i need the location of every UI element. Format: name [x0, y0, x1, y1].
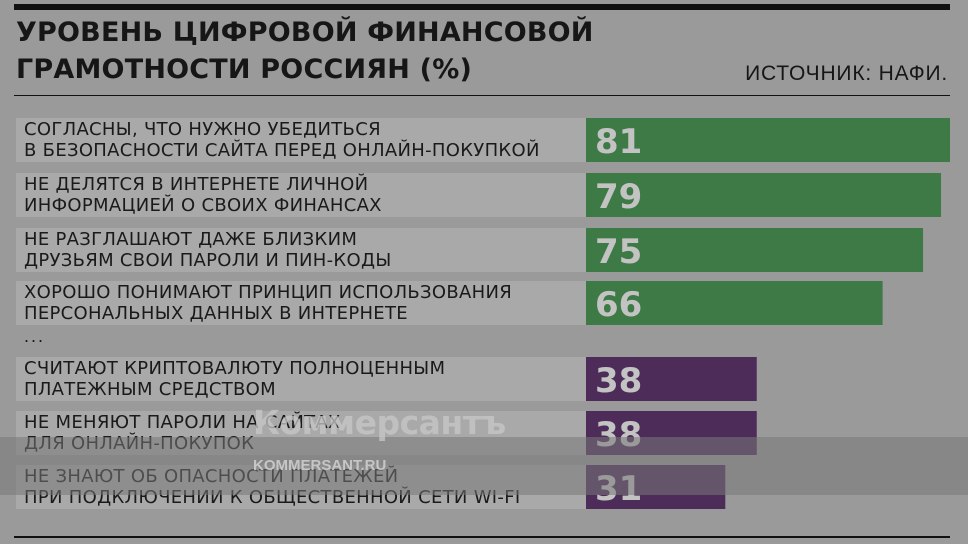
row-label-band: [16, 357, 586, 401]
omitted-rows-ellipsis: ...: [24, 326, 46, 346]
watermark-url: KOMMERSANT.RU: [253, 457, 387, 474]
watermark-band: [0, 437, 968, 495]
row-label-band: [16, 281, 586, 325]
data-label: 38: [595, 361, 642, 401]
data-label: 81: [595, 122, 642, 162]
watermark-logo: Коммерсантъ: [253, 403, 506, 442]
category-label: ИНФОРМАЦИЕЙ О СВОИХ ФИНАНСАХ: [24, 194, 382, 216]
bar: [586, 118, 950, 162]
data-label: 75: [595, 232, 642, 272]
top-rule: [14, 4, 950, 10]
data-label: 79: [595, 177, 642, 217]
bar: [586, 357, 757, 401]
category-label: СЧИТАЮТ КРИПТОВАЛЮТУ ПОЛНОЦЕННЫМ: [24, 358, 445, 379]
category-label: В БЕЗОПАСНОСТИ САЙТА ПЕРЕД ОНЛАЙН-ПОКУПК…: [24, 139, 540, 161]
bar: [586, 173, 942, 217]
category-label: ПЛАТЕЖНЫМ СРЕДСТВОМ: [24, 379, 276, 400]
source-note: ИСТОЧНИК: НАФИ.: [745, 62, 948, 85]
category-label: ПЕРСОНАЛЬНЫХ ДАННЫХ В ИНТЕРНЕТЕ: [24, 303, 408, 324]
bottom-rule: [14, 536, 950, 538]
category-label: СОГЛАСНЫ, ЧТО НУЖНО УБЕДИТЬСЯ: [24, 119, 381, 140]
category-label: ХОРОШО ПОНИМАЮТ ПРИНЦИП ИСПОЛЬЗОВАНИЯ: [24, 282, 512, 303]
category-label: НЕ МЕНЯЮТ ПАРОЛИ НА САЙТАХ: [24, 411, 341, 433]
bar: [586, 228, 924, 272]
category-label: ДРУЗЬЯМ СВОИ ПАРОЛИ И ПИН-КОДЫ: [24, 250, 392, 271]
data-label: 66: [595, 285, 642, 325]
header-rule: [14, 95, 950, 96]
bar: [586, 281, 883, 325]
row-label-band: [16, 173, 586, 217]
category-label: НЕ РАЗГЛАШАЮТ ДАЖЕ БЛИЗКИМ: [24, 229, 357, 250]
row-label-band: [16, 118, 586, 162]
category-label: НЕ ДЕЛЯТСЯ В ИНТЕРНЕТЕ ЛИЧНОЙ: [24, 173, 368, 195]
row-label-band: [16, 228, 586, 272]
chart-title: УРОВЕНЬ ЦИФРОВОЙ ФИНАНСОВОЙ ГРАМОТНОСТИ …: [16, 17, 594, 85]
